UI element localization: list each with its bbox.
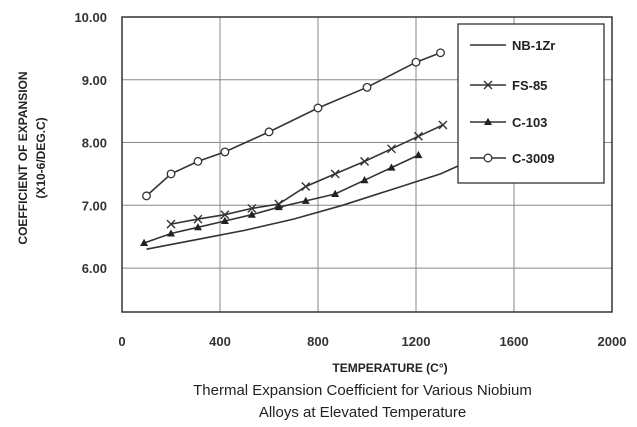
x-marker (387, 144, 396, 154)
y-tick-label: 7.00 (82, 198, 107, 213)
legend-item: C-103 (470, 115, 547, 130)
tick-labels: 0 400 800 1200 1600 2000 6.00 7.00 8.00 9.00 10.00 (74, 10, 626, 349)
triangle-marker (274, 202, 283, 211)
legend-item: NB-1Zr (470, 38, 555, 53)
x-tick-label: 800 (307, 334, 329, 349)
x-marker (247, 203, 257, 213)
circle-marker (264, 127, 274, 137)
y-tick-label: 8.00 (82, 136, 107, 151)
x-marker (360, 156, 370, 166)
x-marker (413, 131, 423, 141)
y-axis-subtitle: (X10-6/DEG.C) (34, 117, 48, 198)
caption-line-2: Alloys at Elevated Temperature (258, 404, 467, 421)
legend-label: NB-1Zr (512, 38, 555, 53)
x-tick-label: 0 (118, 334, 125, 349)
circle-marker (166, 169, 176, 179)
triangle-marker (167, 229, 175, 237)
x-tick-label: 400 (209, 334, 231, 349)
triangle-marker (140, 238, 149, 246)
triangle-marker (484, 117, 492, 125)
circle-marker (362, 82, 372, 92)
x-axis-title: TEMPERATURE (C°) (332, 361, 447, 375)
legend-label: FS-85 (512, 78, 547, 93)
series-layer (140, 48, 490, 250)
triangle-marker (193, 223, 202, 231)
triangle-marker (247, 210, 256, 218)
legend-box (457, 23, 605, 184)
circle-marker (220, 147, 230, 157)
circle-marker (193, 156, 203, 166)
legend-item: C-3009 (470, 151, 555, 166)
circle-marker (483, 153, 493, 163)
series-line (145, 52, 441, 197)
plot-frame (121, 16, 613, 313)
series-line (170, 124, 444, 225)
y-tick-label: 6.00 (82, 261, 107, 276)
legend-label: C-103 (512, 115, 547, 130)
triangle-marker (414, 150, 423, 159)
triangle-marker (220, 216, 229, 224)
series-c-103 (140, 150, 423, 246)
triangle-marker (360, 175, 369, 184)
x-marker (166, 219, 176, 229)
circle-marker (436, 48, 445, 58)
series-line (146, 151, 490, 250)
triangle-marker (301, 196, 310, 204)
triangle-marker (331, 189, 340, 197)
x-tick-label: 2000 (598, 334, 627, 349)
series-nb-1zr (146, 151, 490, 250)
y-tick-label: 10.00 (74, 10, 107, 25)
y-axis-title: COEFFICIENT OF EXPANSION (16, 71, 30, 244)
circle-marker (142, 191, 151, 201)
series-fs-85 (166, 120, 448, 229)
x-marker (220, 210, 230, 220)
x-marker (301, 181, 311, 191)
x-marker (330, 169, 340, 179)
x-marker (193, 214, 203, 224)
legend-item: FS-85 (470, 78, 547, 93)
x-tick-label: 1200 (402, 334, 431, 349)
x-tick-label: 1600 (500, 334, 529, 349)
caption-line-1: Thermal Expansion Coefficient for Variou… (193, 382, 532, 399)
triangle-marker (387, 163, 396, 171)
x-marker (438, 120, 448, 130)
y-tick-label: 9.00 (82, 73, 107, 88)
legend-label: C-3009 (512, 151, 555, 166)
series-c-3009 (142, 48, 445, 201)
series-line (143, 154, 419, 244)
legend: NB-1Zr FS-85 C-103 C-3009 (457, 23, 605, 184)
x-marker (483, 80, 493, 90)
circle-marker (411, 57, 421, 67)
circle-marker (313, 103, 323, 113)
